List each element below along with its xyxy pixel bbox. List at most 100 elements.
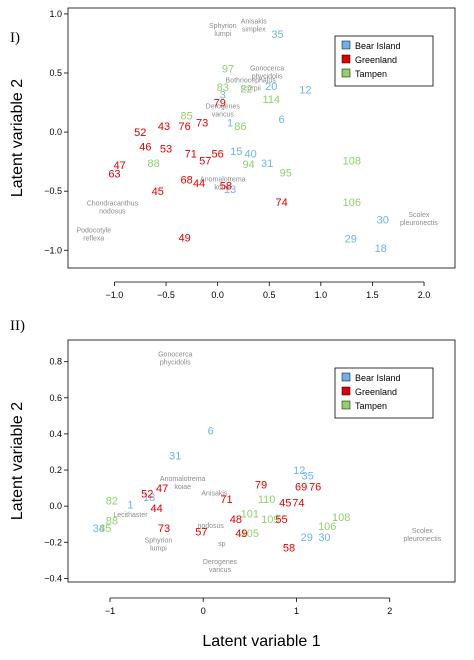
x-tick-label: 1 [294,606,299,616]
y-tick-label: 0.8 [49,357,62,367]
species-label: Gonocerca phycidolis [158,351,192,366]
data-point-label: 110 [258,494,276,506]
data-point-label: 58 [220,180,232,192]
data-point-label: 35 [302,470,314,482]
data-point-label: 18 [143,492,155,504]
species-label: Chondracanthus nodosus [87,200,139,215]
data-point-label: 30 [318,532,330,544]
data-point-label: 44 [150,503,162,515]
data-point-label: 47 [156,483,168,495]
data-point-label: 108 [343,155,361,167]
plot-frame [67,7,456,269]
y-tick-label: 0.4 [49,429,62,439]
data-point-label: 46 [139,141,151,153]
plot-frame [67,339,456,583]
species-label: Sphyrion lumpi [209,23,237,38]
data-point-label: 49 [178,232,190,244]
data-point-label: 45 [279,498,291,510]
species-label: Derogenes varicus [206,103,241,118]
data-point-label: 31 [169,451,181,463]
data-point-label: 52 [134,127,146,139]
species-label: Gonocerca phycidolis [250,66,284,81]
y-tick-label: −0.4 [44,573,62,583]
data-point-label: 82 [106,496,118,508]
panel-label: II) [10,318,25,334]
data-point-label: 79 [214,98,226,110]
y-tick-label: 0.5 [49,68,62,78]
legend-swatch [341,54,351,64]
legend-label: Bear Island [355,41,401,51]
legend-label: Tampen [355,401,387,411]
data-point-label: 57 [199,155,211,167]
data-point-label: 40 [245,148,257,160]
y-tick-label: −0.2 [44,537,62,547]
data-point-label: 108 [332,512,350,524]
data-point-label: 48 [230,514,242,526]
data-point-label: 22 [240,83,252,95]
data-point-label: 29 [301,532,313,544]
data-point-label: 31 [261,158,273,170]
x-tick-label: 2 [387,606,392,616]
species-label: Lecithaster [113,512,148,519]
x-tick-label: 0 [201,606,206,616]
data-point-label: 44 [193,178,205,190]
species-label: Scolex pleuronectis [400,212,438,227]
x-tick-label: 1.0 [315,290,328,300]
panel-1: −1.0 −0.5 0.0 0.5 1.0 −1.0 −0.5 0.0 0.5 1.0 1.5 2.0… [9,7,456,300]
data-point-label: 12 [293,465,305,477]
legend-swatch [341,372,351,382]
species-label: sp [218,541,226,548]
data-point-label: 20 [265,81,277,93]
y-axis-label: Latent variable 2 [9,79,26,197]
species-label: Podocotyle reflexa [76,228,111,243]
legend-swatch [341,400,351,410]
data-point-label: 74 [275,197,287,209]
data-point-label: 45 [152,186,164,198]
x-tick-label: 0.0 [211,290,224,300]
data-point-label: 6 [279,114,285,126]
data-point-label: 109 [261,514,279,526]
data-point-label: 114 [263,94,281,106]
data-point-label: 71 [220,494,232,506]
x-tick-label: −1.0 [106,290,124,300]
data-point-label: 52 [141,489,153,501]
data-point-label: 83 [217,82,229,94]
y-tick-label: 0.0 [49,127,62,137]
data-point-label: 49 [235,528,247,540]
panel-2: −0.4−0.20.00.20.40.60.8−1 0 1 2II)Latent va… [9,318,456,650]
panel-label: I) [10,30,20,46]
legend-box [334,367,434,419]
data-point-label: 97 [222,63,234,75]
data-point-label: 30 [377,215,389,227]
data-point-label: 73 [196,118,208,130]
data-point-label: 76 [309,481,321,493]
y-tick-label: 0.2 [49,465,62,475]
data-point-label: 29 [345,233,357,245]
data-point-label: 57 [195,526,207,538]
legend-label: Greenland [355,55,397,65]
data-point-label: 56 [212,148,224,160]
data-point-label: 76 [178,121,190,133]
y-axis-label: Latent variable 2 [9,402,26,520]
data-point-label: 105 [241,528,259,540]
data-point-label: 106 [343,197,361,209]
y-tick-label: 1.0 [49,9,62,19]
y-tick-label: −0.5 [44,186,62,196]
species-label: Anisakis simplex [241,18,268,33]
species-label: nodosus [197,523,224,530]
data-point-label: 79 [255,479,267,491]
data-point-label: 85 [99,523,111,535]
legend-label: Tampen [355,69,387,79]
x-tick-label: 1.5 [366,290,379,300]
y-tick-label: 0.6 [49,393,62,403]
data-point-label: 86 [234,121,246,133]
y-tick-label: −1.0 [44,245,62,255]
data-point-label: 12 [299,85,311,97]
x-tick-label: 2.0 [418,290,431,300]
y-tick-label: 0.0 [49,501,62,511]
x-tick-label: −0.5 [157,290,175,300]
species-label: Anomalotrema koiae [160,476,206,491]
species-label: Bothriocephalus scorpii [226,77,277,92]
x-axis-label: Latent variable 1 [202,633,320,650]
